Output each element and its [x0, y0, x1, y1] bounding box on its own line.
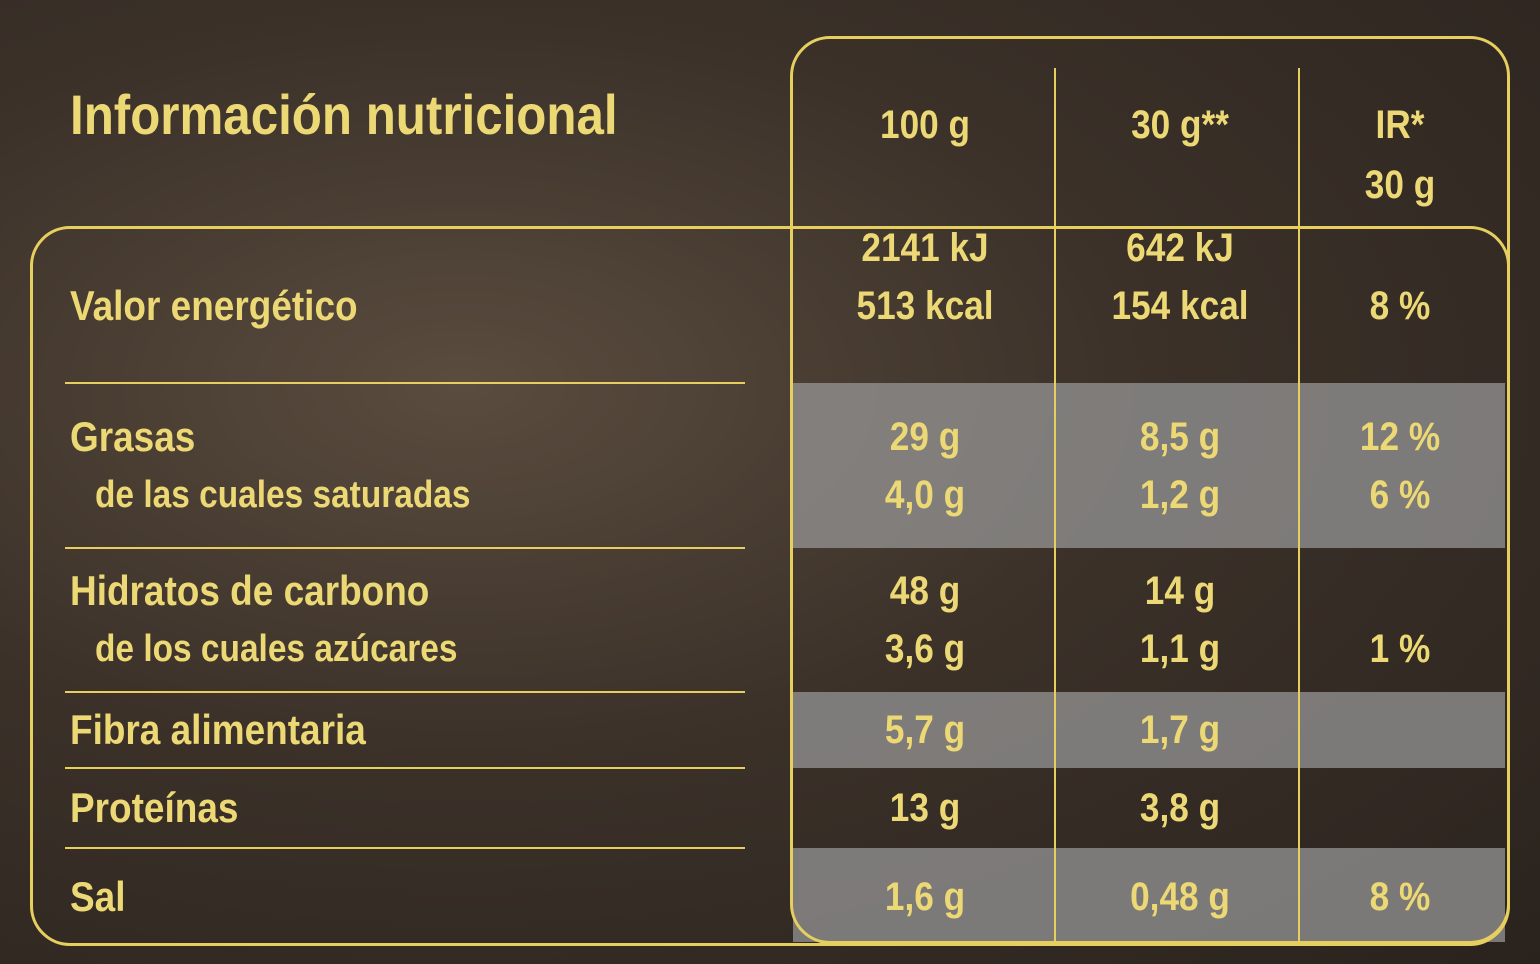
column-header: 100 g: [879, 103, 971, 147]
row-band: [793, 848, 1505, 942]
row-sublabel: de las cuales saturadas: [95, 473, 471, 516]
cell-value: 2141 kJ: [861, 225, 989, 270]
cell-value: 1,1 g: [1139, 627, 1221, 671]
cell-value: 1,6 g: [884, 874, 966, 919]
cell-value: 13 g: [889, 786, 961, 830]
cell-value: 12 %: [1359, 414, 1441, 459]
row-label: Fibra alimentaria: [70, 706, 366, 753]
row-label: Grasas: [70, 412, 196, 460]
cell-value: 0,48 g: [1130, 874, 1230, 919]
cell-value: 6 %: [1369, 472, 1431, 517]
title: Información nutricional: [70, 83, 618, 146]
table-box: [30, 226, 1510, 946]
row-divider: [65, 382, 745, 384]
column-header: 30 g: [1364, 163, 1436, 207]
cell-value: 14 g: [1144, 569, 1216, 613]
cell-value: 3,6 g: [884, 627, 966, 671]
row-divider: [65, 847, 745, 849]
row-divider: [65, 691, 745, 693]
cell-value: 29 g: [889, 414, 961, 459]
row-label: Hidratos de carbono: [70, 567, 430, 614]
row-divider: [65, 547, 745, 549]
column-divider: [1054, 68, 1056, 944]
row-label: Valor energético: [70, 281, 358, 329]
row-divider: [65, 767, 745, 769]
cell-value: 513 kcal: [856, 283, 994, 328]
row-band: [793, 692, 1505, 768]
cell-value: 642 kJ: [1126, 225, 1234, 270]
row-label: Sal: [70, 872, 126, 920]
row-band: [793, 383, 1505, 548]
cell-value: 8 %: [1369, 283, 1431, 328]
cell-value: 1,7 g: [1139, 708, 1221, 752]
cell-value: 154 kcal: [1111, 283, 1249, 328]
cell-value: 3,8 g: [1139, 786, 1221, 830]
cell-value: 1,2 g: [1139, 472, 1221, 517]
cell-value: 1 %: [1369, 627, 1431, 671]
row-sublabel: de los cuales azúcares: [95, 628, 458, 670]
column-header: IR*: [1375, 103, 1425, 147]
cell-value: 5,7 g: [884, 708, 966, 752]
column-header: 30 g**: [1131, 103, 1229, 147]
cell-value: 8 %: [1369, 874, 1431, 919]
cell-value: 8,5 g: [1139, 414, 1221, 459]
row-label: Proteínas: [70, 784, 239, 831]
column-divider: [1298, 68, 1300, 944]
cell-value: 48 g: [889, 569, 961, 613]
cell-value: 4,0 g: [884, 472, 966, 517]
